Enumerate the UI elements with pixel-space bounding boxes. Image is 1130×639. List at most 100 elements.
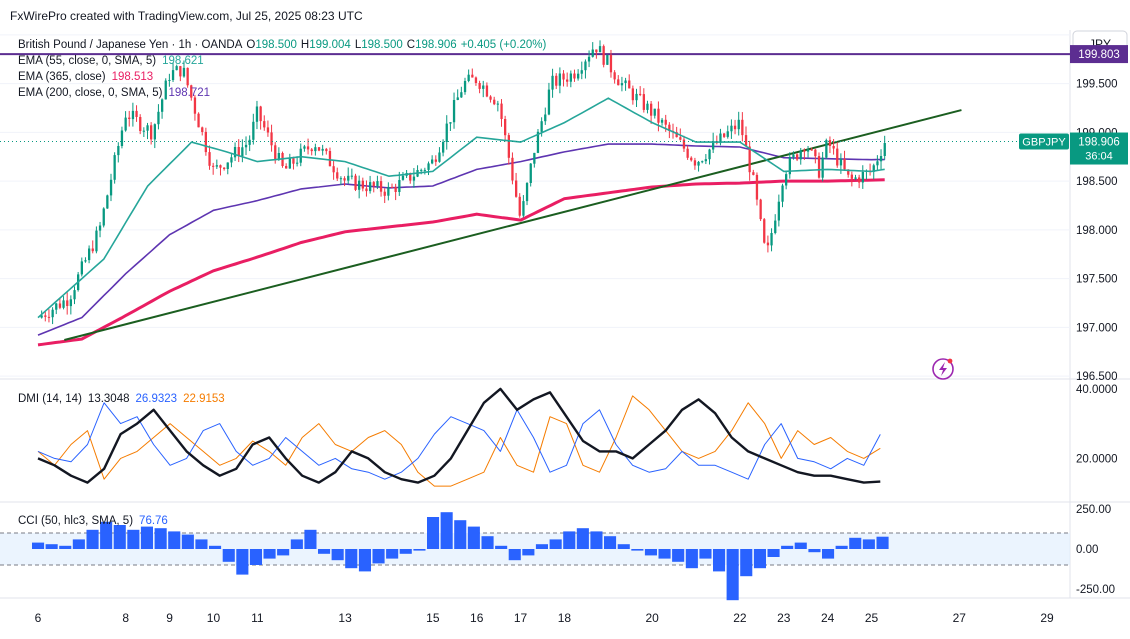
- candle-body: [332, 166, 335, 173]
- time-tick-label: 10: [207, 611, 221, 625]
- time-tick-label: 6: [35, 611, 42, 625]
- cci-bar: [59, 545, 72, 549]
- symbol-badge-label: GBPJPY: [1022, 137, 1066, 149]
- cci-bar: [481, 536, 494, 549]
- candle-body: [40, 315, 43, 318]
- cci-value: 76.76: [139, 515, 168, 527]
- candle-body: [131, 110, 135, 120]
- candle-body: [540, 121, 543, 132]
- dmi-adx-value: 13.3048: [88, 393, 130, 405]
- cci-bar: [181, 534, 194, 549]
- candle-body: [95, 230, 98, 252]
- candle-body: [467, 74, 470, 81]
- candle-body: [212, 165, 215, 167]
- cci-bar: [590, 531, 603, 549]
- candle-body: [285, 166, 288, 169]
- candle-body: [624, 80, 627, 83]
- price-tick-label: 198.500: [1076, 176, 1118, 188]
- time-tick-label: 15: [426, 611, 440, 625]
- candle-body: [299, 148, 302, 163]
- candle-body: [770, 233, 773, 246]
- cci-bar: [658, 549, 671, 559]
- cci-bar: [372, 549, 385, 564]
- cci-bar: [467, 526, 480, 549]
- cci-bar: [386, 549, 399, 559]
- ema200-label: EMA (200, close, 0, SMA, 5): [18, 87, 163, 99]
- candle-body: [879, 156, 883, 162]
- candle-body: [66, 300, 69, 306]
- candle-body: [296, 162, 299, 164]
- candle-body: [774, 220, 777, 233]
- candle-body: [69, 299, 72, 307]
- countdown-value: 36:04: [1085, 151, 1113, 163]
- candle-body: [117, 146, 120, 156]
- candle-body: [850, 174, 853, 179]
- cci-bar: [209, 545, 222, 549]
- candle-body: [551, 75, 554, 90]
- candle-body: [606, 54, 609, 65]
- cci-bar: [794, 542, 807, 549]
- cci-bar: [767, 549, 780, 557]
- candle-body: [120, 130, 124, 146]
- time-tick-label: 22: [733, 611, 747, 625]
- cci-bar: [549, 539, 562, 549]
- symbol-title: British Pound / Japanese Yen · 1h · OAND…: [18, 39, 243, 51]
- candle-body: [347, 175, 350, 181]
- candle-body: [748, 146, 751, 173]
- cci-bar: [822, 549, 835, 559]
- candle-body: [233, 147, 237, 158]
- time-tick-label: 17: [514, 611, 528, 625]
- candle-body: [452, 100, 456, 123]
- candle-body: [409, 173, 412, 181]
- candle-body: [387, 186, 390, 196]
- candle-body: [434, 159, 437, 162]
- candle-body: [504, 119, 507, 136]
- candle-body: [482, 85, 485, 89]
- alert-icon[interactable]: [932, 358, 954, 380]
- candle-body: [631, 88, 634, 101]
- candle-body: [613, 72, 616, 80]
- candle-body: [350, 175, 353, 177]
- cci-bar: [740, 549, 753, 577]
- candle-body: [449, 122, 452, 124]
- candle-body: [712, 141, 715, 150]
- candle-body: [828, 140, 832, 146]
- cci-bar: [672, 549, 685, 562]
- cci-bar: [318, 549, 331, 554]
- candle-body: [204, 131, 207, 153]
- candle-body: [277, 153, 280, 160]
- candle-body: [726, 131, 729, 137]
- candle-body: [847, 169, 850, 175]
- candle-body: [529, 163, 532, 183]
- candle-body: [555, 75, 558, 86]
- candle-body: [759, 199, 762, 220]
- candle-body: [478, 83, 481, 89]
- ema55-label: EMA (55, close, 0, SMA, 5): [18, 55, 156, 67]
- candle-body: [106, 195, 109, 209]
- candle-body: [80, 261, 83, 275]
- candle-body: [682, 139, 686, 149]
- candle-body: [248, 139, 251, 145]
- candle-body: [171, 70, 175, 80]
- candle-body: [686, 148, 689, 158]
- candle-body: [328, 151, 332, 167]
- candle-body: [788, 157, 791, 175]
- candle-body: [73, 290, 76, 300]
- price-axis: 200.000199.500199.000198.500198.000197.5…: [1076, 30, 1118, 383]
- ema365-value: 198.513: [112, 71, 154, 83]
- candle-body: [175, 66, 178, 71]
- candle-body: [595, 49, 598, 53]
- ema-365-path: [37, 178, 885, 347]
- candle-body: [336, 172, 339, 179]
- candle-body: [398, 180, 401, 192]
- candle-body: [836, 148, 839, 166]
- candle-body: [91, 248, 94, 252]
- candle-body: [817, 156, 821, 178]
- cci-bar: [508, 549, 521, 561]
- candle-body: [142, 130, 145, 132]
- candle-body: [394, 187, 397, 192]
- candle-body: [832, 146, 835, 149]
- time-tick-label: 27: [953, 611, 967, 625]
- cci-bar: [862, 539, 875, 549]
